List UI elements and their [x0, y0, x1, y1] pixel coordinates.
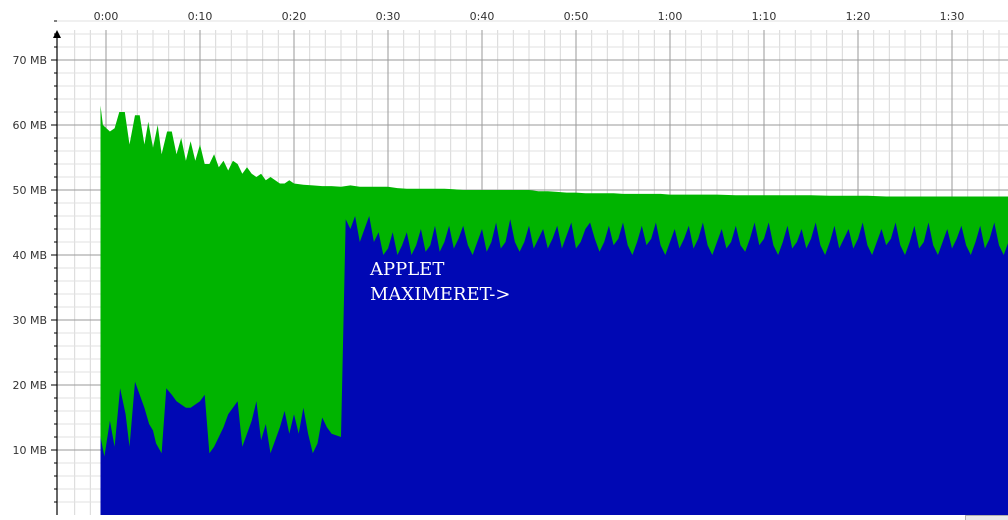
chart-axes	[51, 20, 61, 515]
y-tick-label: 30 MB	[12, 314, 47, 327]
x-tick-label: 0:50	[564, 10, 589, 23]
x-tick-label: 1:00	[658, 10, 683, 23]
x-tick-label: 0:10	[188, 10, 213, 23]
y-tick-labels: 10 MB 20 MB 30 MB 40 MB 50 MB 60 MB 70 MB	[12, 54, 47, 457]
x-tick-label: 0:40	[470, 10, 495, 23]
series-areas	[100, 105, 1008, 515]
x-tick-label: 1:20	[846, 10, 871, 23]
y-tick-label: 70 MB	[12, 54, 47, 67]
annotation-line-2: MAXIMERET->	[370, 284, 510, 305]
y-tick-label: 10 MB	[12, 444, 47, 457]
resize-corner	[965, 515, 1008, 520]
x-tick-label: 1:30	[940, 10, 965, 23]
x-tick-labels: 0:00 0:10 0:20 0:30 0:40 0:50 1:00 1:10 1:20 1:30	[94, 10, 965, 23]
annotation-line-1: APPLET	[369, 259, 444, 280]
y-tick-label: 50 MB	[12, 184, 47, 197]
x-tick-label: 1:10	[752, 10, 777, 23]
y-tick-label: 60 MB	[12, 119, 47, 132]
x-tick-label: 0:00	[94, 10, 119, 23]
x-tick-label: 0:30	[376, 10, 401, 23]
series-area-2	[100, 216, 1008, 515]
y-tick-label: 40 MB	[12, 249, 47, 262]
y-tick-label: 20 MB	[12, 379, 47, 392]
x-tick-label: 0:20	[282, 10, 307, 23]
